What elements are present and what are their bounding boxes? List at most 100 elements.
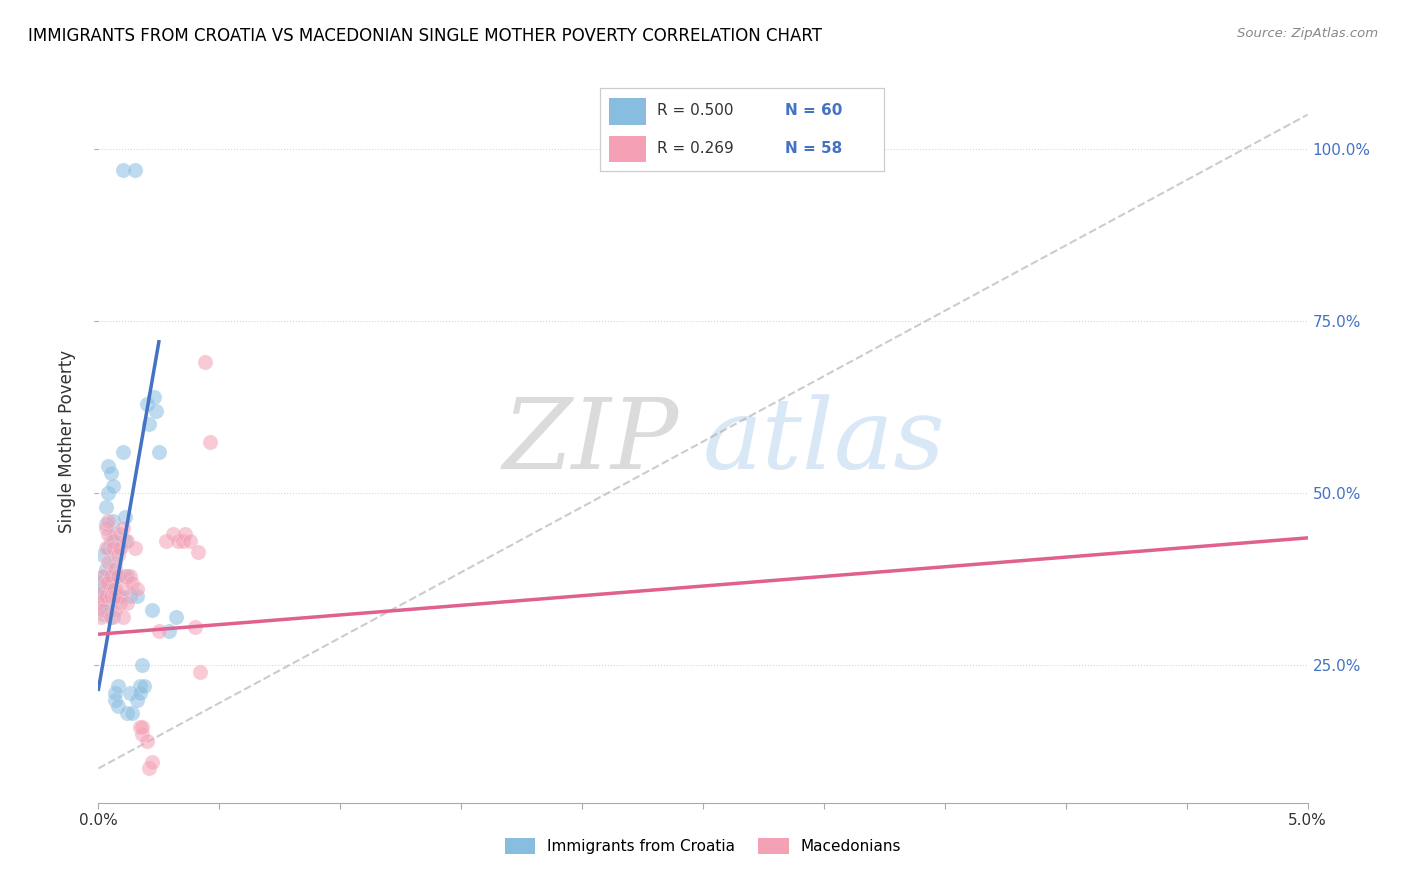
Point	[100, 568, 122, 582]
Point	[145, 403, 167, 417]
Point	[107, 679, 129, 693]
Point	[128, 679, 150, 693]
Point	[121, 706, 143, 721]
Point	[118, 686, 141, 700]
Point	[91, 568, 114, 582]
Point	[114, 534, 136, 549]
Point	[157, 624, 180, 638]
Point	[107, 568, 129, 582]
Point	[97, 527, 120, 541]
Point	[90, 586, 112, 600]
Point	[174, 527, 197, 541]
Point	[97, 486, 120, 500]
Point	[97, 514, 120, 528]
Point	[104, 555, 127, 569]
Point	[108, 541, 131, 556]
Point	[101, 534, 124, 549]
Point	[101, 514, 124, 528]
Point	[97, 592, 120, 607]
Point	[141, 755, 163, 769]
Point	[118, 568, 141, 582]
Point	[184, 620, 207, 634]
Point	[118, 590, 141, 604]
Point	[131, 727, 153, 741]
Point	[131, 720, 153, 734]
Point	[101, 479, 124, 493]
Point	[179, 534, 201, 549]
Point	[90, 610, 112, 624]
Text: IMMIGRANTS FROM CROATIA VS MACEDONIAN SINGLE MOTHER POVERTY CORRELATION CHART: IMMIGRANTS FROM CROATIA VS MACEDONIAN SI…	[28, 27, 823, 45]
Point	[101, 568, 124, 582]
Point	[101, 582, 124, 597]
Point	[114, 568, 136, 582]
Point	[100, 590, 122, 604]
Point	[111, 610, 134, 624]
Point	[94, 500, 117, 514]
Point	[117, 534, 139, 549]
Point	[104, 686, 127, 700]
Point	[91, 603, 114, 617]
Point	[114, 510, 136, 524]
Point	[100, 575, 122, 590]
Point	[107, 548, 129, 562]
Point	[94, 562, 117, 576]
Point	[90, 582, 112, 597]
Point	[128, 686, 150, 700]
Point	[101, 541, 124, 556]
Point	[155, 534, 177, 549]
Point	[172, 534, 194, 549]
Point	[127, 590, 149, 604]
Point	[94, 599, 117, 614]
Point	[127, 582, 149, 597]
Point	[165, 610, 187, 624]
Point	[104, 590, 127, 604]
Point	[104, 590, 127, 604]
Point	[97, 458, 120, 473]
Point	[97, 555, 120, 569]
Point	[94, 517, 117, 532]
Point	[128, 720, 150, 734]
Point	[187, 544, 209, 558]
Point	[188, 665, 211, 679]
Point	[108, 541, 131, 556]
Point	[111, 445, 134, 459]
Point	[162, 527, 184, 541]
Point	[107, 568, 129, 582]
Point	[111, 520, 134, 534]
Point	[90, 575, 112, 590]
Y-axis label: Single Mother Poverty: Single Mother Poverty	[58, 350, 76, 533]
Point	[134, 679, 156, 693]
Point	[97, 575, 120, 590]
Point	[94, 590, 117, 604]
Point	[91, 607, 114, 621]
Point	[94, 520, 117, 534]
Point	[100, 534, 122, 549]
Point	[198, 434, 221, 449]
Point	[135, 397, 157, 411]
Point	[108, 590, 131, 604]
Point	[107, 699, 129, 714]
Text: ZIP: ZIP	[502, 394, 679, 489]
Point	[94, 582, 117, 597]
Point	[148, 445, 170, 459]
Point	[194, 355, 217, 369]
Point	[124, 162, 146, 177]
Legend: Immigrants from Croatia, Macedonians: Immigrants from Croatia, Macedonians	[498, 832, 908, 860]
Point	[91, 592, 114, 607]
Point	[117, 568, 139, 582]
Point	[131, 658, 153, 673]
Point	[91, 590, 114, 604]
Point	[87, 596, 110, 610]
Point	[111, 162, 134, 177]
Point	[107, 590, 129, 604]
Point	[138, 417, 160, 432]
Point	[100, 610, 122, 624]
Point	[138, 761, 160, 775]
Point	[87, 579, 110, 593]
Point	[97, 541, 120, 556]
Point	[114, 582, 136, 597]
Point	[108, 527, 131, 541]
Point	[90, 586, 112, 600]
Point	[100, 466, 122, 480]
Point	[87, 596, 110, 610]
